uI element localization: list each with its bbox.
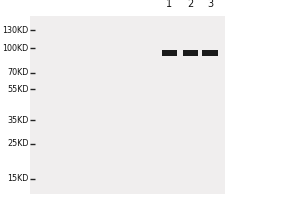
Text: 2: 2	[188, 0, 194, 9]
Text: 25KD: 25KD	[7, 139, 28, 148]
Text: 35KD: 35KD	[7, 116, 28, 125]
FancyBboxPatch shape	[202, 50, 218, 56]
Text: 1: 1	[167, 0, 172, 9]
Text: 100KD: 100KD	[2, 44, 28, 53]
Text: 130KD: 130KD	[2, 26, 28, 35]
FancyBboxPatch shape	[183, 50, 198, 56]
Text: 55KD: 55KD	[7, 85, 28, 94]
FancyBboxPatch shape	[30, 16, 225, 194]
Text: 3: 3	[207, 0, 213, 9]
FancyBboxPatch shape	[162, 50, 177, 56]
Text: 70KD: 70KD	[7, 68, 28, 77]
Text: 15KD: 15KD	[7, 174, 28, 183]
